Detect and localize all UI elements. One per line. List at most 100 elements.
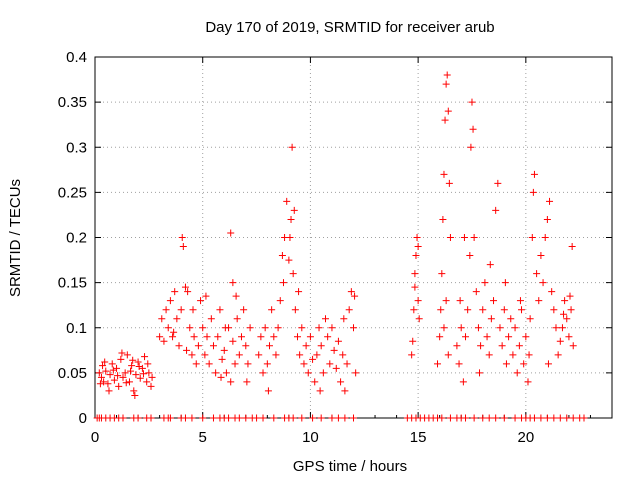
data-point (516, 297, 524, 305)
data-point (537, 252, 545, 260)
data-point (502, 360, 510, 368)
data-point (175, 342, 183, 350)
data-point (343, 360, 351, 368)
data-point (569, 342, 577, 350)
x-tick-label: 10 (302, 429, 319, 446)
zero-data-point (492, 414, 500, 422)
data-point (566, 292, 574, 300)
data-point (199, 324, 207, 332)
data-point (546, 197, 554, 205)
data-point (216, 306, 224, 314)
data-point (319, 369, 327, 377)
data-point (522, 333, 530, 341)
data-point (529, 188, 537, 196)
data-point (543, 215, 551, 223)
data-point (442, 297, 450, 305)
data-point (413, 234, 421, 241)
data-point (552, 324, 560, 332)
zero-data-point (298, 414, 306, 422)
data-point (197, 297, 205, 305)
data-point (306, 333, 314, 341)
data-point (192, 360, 200, 368)
data-point (302, 342, 310, 350)
data-point (455, 360, 463, 368)
data-point (494, 179, 502, 187)
data-point (409, 337, 417, 345)
zero-data-point (446, 414, 454, 422)
data-point (414, 297, 422, 305)
y-tick-label: 0.1 (66, 320, 87, 337)
data-point (222, 369, 230, 377)
y-tick-label: 0.15 (58, 275, 87, 292)
data-point (101, 358, 109, 366)
chart-title: Day 170 of 2019, SRMTID for receiver aru… (205, 19, 494, 36)
data-point (498, 342, 506, 350)
data-point (414, 243, 422, 251)
data-point (227, 229, 235, 237)
data-point (474, 324, 482, 332)
data-point (550, 306, 558, 314)
data-point (436, 333, 444, 341)
data-point (332, 364, 340, 372)
zero-data-point (500, 414, 508, 422)
data-point (227, 378, 235, 386)
data-point (202, 292, 210, 300)
zero-data-point (317, 414, 325, 422)
data-point (261, 324, 269, 332)
data-point (434, 360, 442, 368)
data-point (440, 170, 448, 178)
data-point (411, 270, 419, 278)
data-point (293, 333, 301, 341)
data-point (186, 324, 194, 332)
x-tick-label: 15 (410, 429, 427, 446)
data-point (439, 215, 447, 223)
zero-data-point (438, 414, 446, 422)
data-point (135, 363, 143, 371)
data-point (221, 324, 229, 332)
zero-data-point (309, 414, 317, 422)
data-point (530, 170, 538, 178)
data-point (311, 378, 319, 386)
zero-data-point (537, 414, 545, 422)
data-point (110, 376, 118, 384)
data-point (505, 333, 513, 341)
data-point (255, 351, 263, 359)
data-point (476, 369, 484, 377)
data-point (272, 351, 280, 359)
data-point (125, 378, 133, 386)
data-point (341, 387, 349, 395)
data-point (525, 351, 533, 359)
data-point (296, 351, 304, 359)
data-point (528, 234, 536, 241)
y-tick-label: 0.25 (58, 184, 87, 201)
data-point (526, 315, 534, 323)
y-tick-label: 0.3 (66, 139, 87, 156)
data-point (183, 346, 191, 354)
data-point (188, 351, 196, 359)
data-point (99, 362, 107, 370)
zero-data-point (147, 414, 155, 422)
data-point (415, 315, 423, 323)
zero-data-point (188, 414, 196, 422)
data-point (190, 333, 198, 341)
data-point (443, 71, 451, 79)
y-tick-label: 0.2 (66, 230, 87, 247)
data-point (201, 351, 209, 359)
data-point (164, 324, 172, 332)
data-point (560, 310, 568, 318)
data-point (136, 374, 144, 382)
data-point (408, 351, 416, 359)
zero-data-point (328, 414, 336, 422)
data-point (270, 333, 278, 341)
data-point (490, 297, 498, 305)
data-point (143, 378, 151, 386)
data-point (468, 98, 476, 106)
data-point (205, 360, 213, 368)
zero-data-point (270, 414, 278, 422)
data-point (95, 369, 103, 377)
data-point (139, 370, 147, 378)
data-point (487, 315, 495, 323)
data-point (96, 380, 104, 388)
zero-data-point (550, 414, 558, 422)
